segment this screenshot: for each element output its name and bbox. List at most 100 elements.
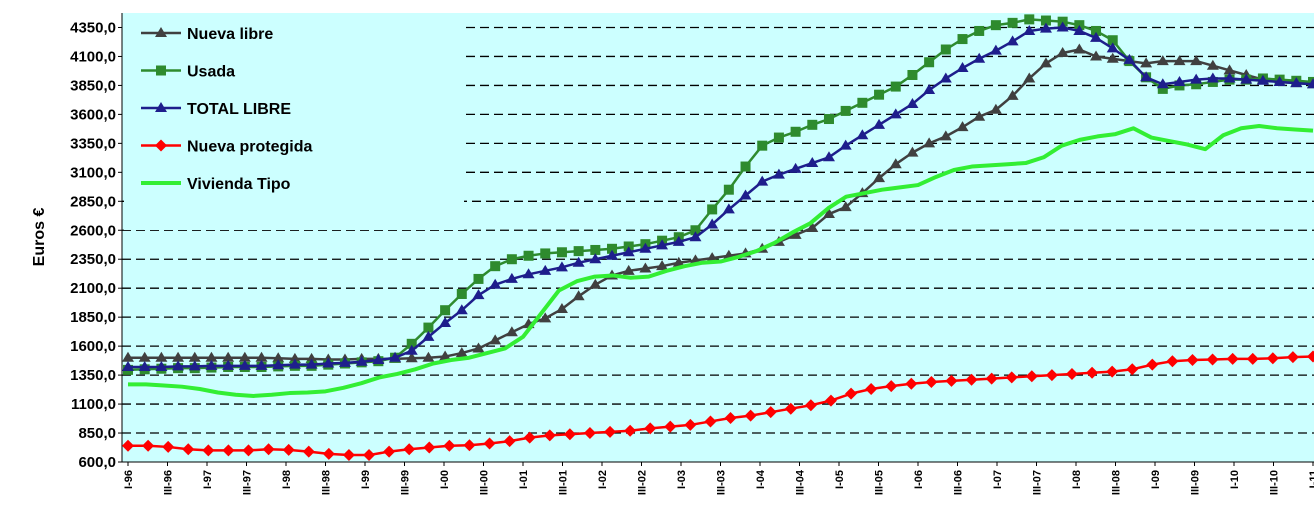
data-point xyxy=(925,376,938,389)
data-point xyxy=(973,110,986,121)
data-point xyxy=(1091,25,1102,36)
data-point xyxy=(923,137,936,148)
data-point xyxy=(122,360,134,371)
data-point xyxy=(656,260,669,271)
data-point xyxy=(155,360,168,371)
legend-label: Vivienda Tipo xyxy=(187,176,291,193)
data-point xyxy=(989,103,1002,114)
data-point xyxy=(423,322,434,333)
data-point xyxy=(606,249,619,260)
data-point xyxy=(322,447,335,460)
x-tick-label: III-05 xyxy=(874,470,886,495)
data-point xyxy=(845,387,858,400)
data-point xyxy=(1166,355,1179,368)
data-point xyxy=(1045,369,1058,382)
data-point xyxy=(523,431,536,444)
legend-label: Usada xyxy=(187,64,235,81)
x-tick-label: I-08 xyxy=(1071,470,1083,489)
data-point xyxy=(405,352,418,363)
data-point xyxy=(906,146,919,157)
y-tick-label: 2350,0 xyxy=(70,251,116,268)
data-point xyxy=(572,290,585,301)
data-point xyxy=(156,65,166,76)
data-point xyxy=(1073,43,1086,54)
data-point xyxy=(789,162,802,173)
data-point xyxy=(389,351,402,362)
legend-item: Nueva protegida xyxy=(141,139,312,156)
x-tick-label: I-01 xyxy=(518,470,530,489)
data-point xyxy=(1206,59,1219,70)
data-point xyxy=(806,157,819,168)
data-point xyxy=(1106,365,1119,378)
data-point xyxy=(523,250,534,261)
data-point xyxy=(1025,370,1038,383)
x-tick-label: III-08 xyxy=(1111,470,1123,495)
legend-label: TOTAL LIBRE xyxy=(187,101,291,118)
y-tick-label: 2600,0 xyxy=(70,222,116,239)
y-tick-label: 4100,0 xyxy=(70,48,116,65)
data-point xyxy=(463,439,476,452)
data-point xyxy=(804,399,817,412)
data-point xyxy=(1186,354,1199,367)
x-tick-label: I-04 xyxy=(755,469,767,489)
data-point xyxy=(138,360,151,371)
data-point xyxy=(188,360,201,371)
data-point xyxy=(1223,72,1236,83)
x-tick-label: III-04 xyxy=(795,469,807,495)
data-point xyxy=(1086,366,1099,379)
data-point xyxy=(222,351,235,362)
data-point xyxy=(656,239,669,250)
data-point xyxy=(790,126,801,137)
data-point xyxy=(990,20,1001,31)
data-point xyxy=(873,118,886,129)
data-point xyxy=(857,97,868,108)
data-point xyxy=(923,84,936,95)
x-tick-label: I-09 xyxy=(1150,470,1162,489)
data-point xyxy=(472,289,485,300)
data-point xyxy=(222,359,235,370)
data-point xyxy=(672,256,685,267)
data-point xyxy=(873,172,886,183)
data-point xyxy=(664,420,677,433)
data-point xyxy=(744,409,757,422)
x-tick-label: III-10 xyxy=(1269,470,1281,495)
legend-label: Nueva libre xyxy=(187,26,273,43)
data-point xyxy=(282,443,295,456)
x-tick-label: III-00 xyxy=(479,470,491,495)
data-point xyxy=(155,139,167,152)
data-point xyxy=(965,373,978,386)
data-point xyxy=(973,52,986,63)
data-point xyxy=(506,254,517,265)
data-point xyxy=(684,418,697,431)
x-tick-label: III-03 xyxy=(716,470,728,495)
data-point xyxy=(822,151,835,162)
data-point xyxy=(540,248,551,259)
data-point xyxy=(503,435,516,448)
y-tick-label: 850,0 xyxy=(78,425,116,442)
data-point xyxy=(639,242,652,253)
data-point xyxy=(305,358,318,369)
data-point xyxy=(1005,371,1018,384)
data-point xyxy=(722,203,735,214)
y-axis: 600,0 850,0 1100,0 1350,0 1600,0 1850,0 2100,0… xyxy=(70,19,122,471)
data-point xyxy=(1157,83,1168,94)
data-point xyxy=(155,27,167,37)
x-tick-label: III-02 xyxy=(637,470,649,495)
data-point xyxy=(483,437,496,450)
data-point xyxy=(1256,74,1269,85)
series-nueva-protegida xyxy=(122,350,1314,462)
data-point xyxy=(522,268,535,279)
y-tick-label: 1100,0 xyxy=(71,396,116,413)
data-point xyxy=(824,394,837,407)
data-point xyxy=(255,351,268,362)
data-point xyxy=(472,342,485,353)
x-tick-label: III-99 xyxy=(400,470,412,495)
data-point xyxy=(473,273,484,284)
x-tick-label: III-09 xyxy=(1190,470,1202,495)
x-tick-label: I-98 xyxy=(281,470,293,489)
x-tick-label: I-11 xyxy=(1308,470,1314,488)
data-point xyxy=(624,424,637,437)
data-point xyxy=(644,422,657,435)
y-tick-label: 1600,0 xyxy=(70,338,116,355)
